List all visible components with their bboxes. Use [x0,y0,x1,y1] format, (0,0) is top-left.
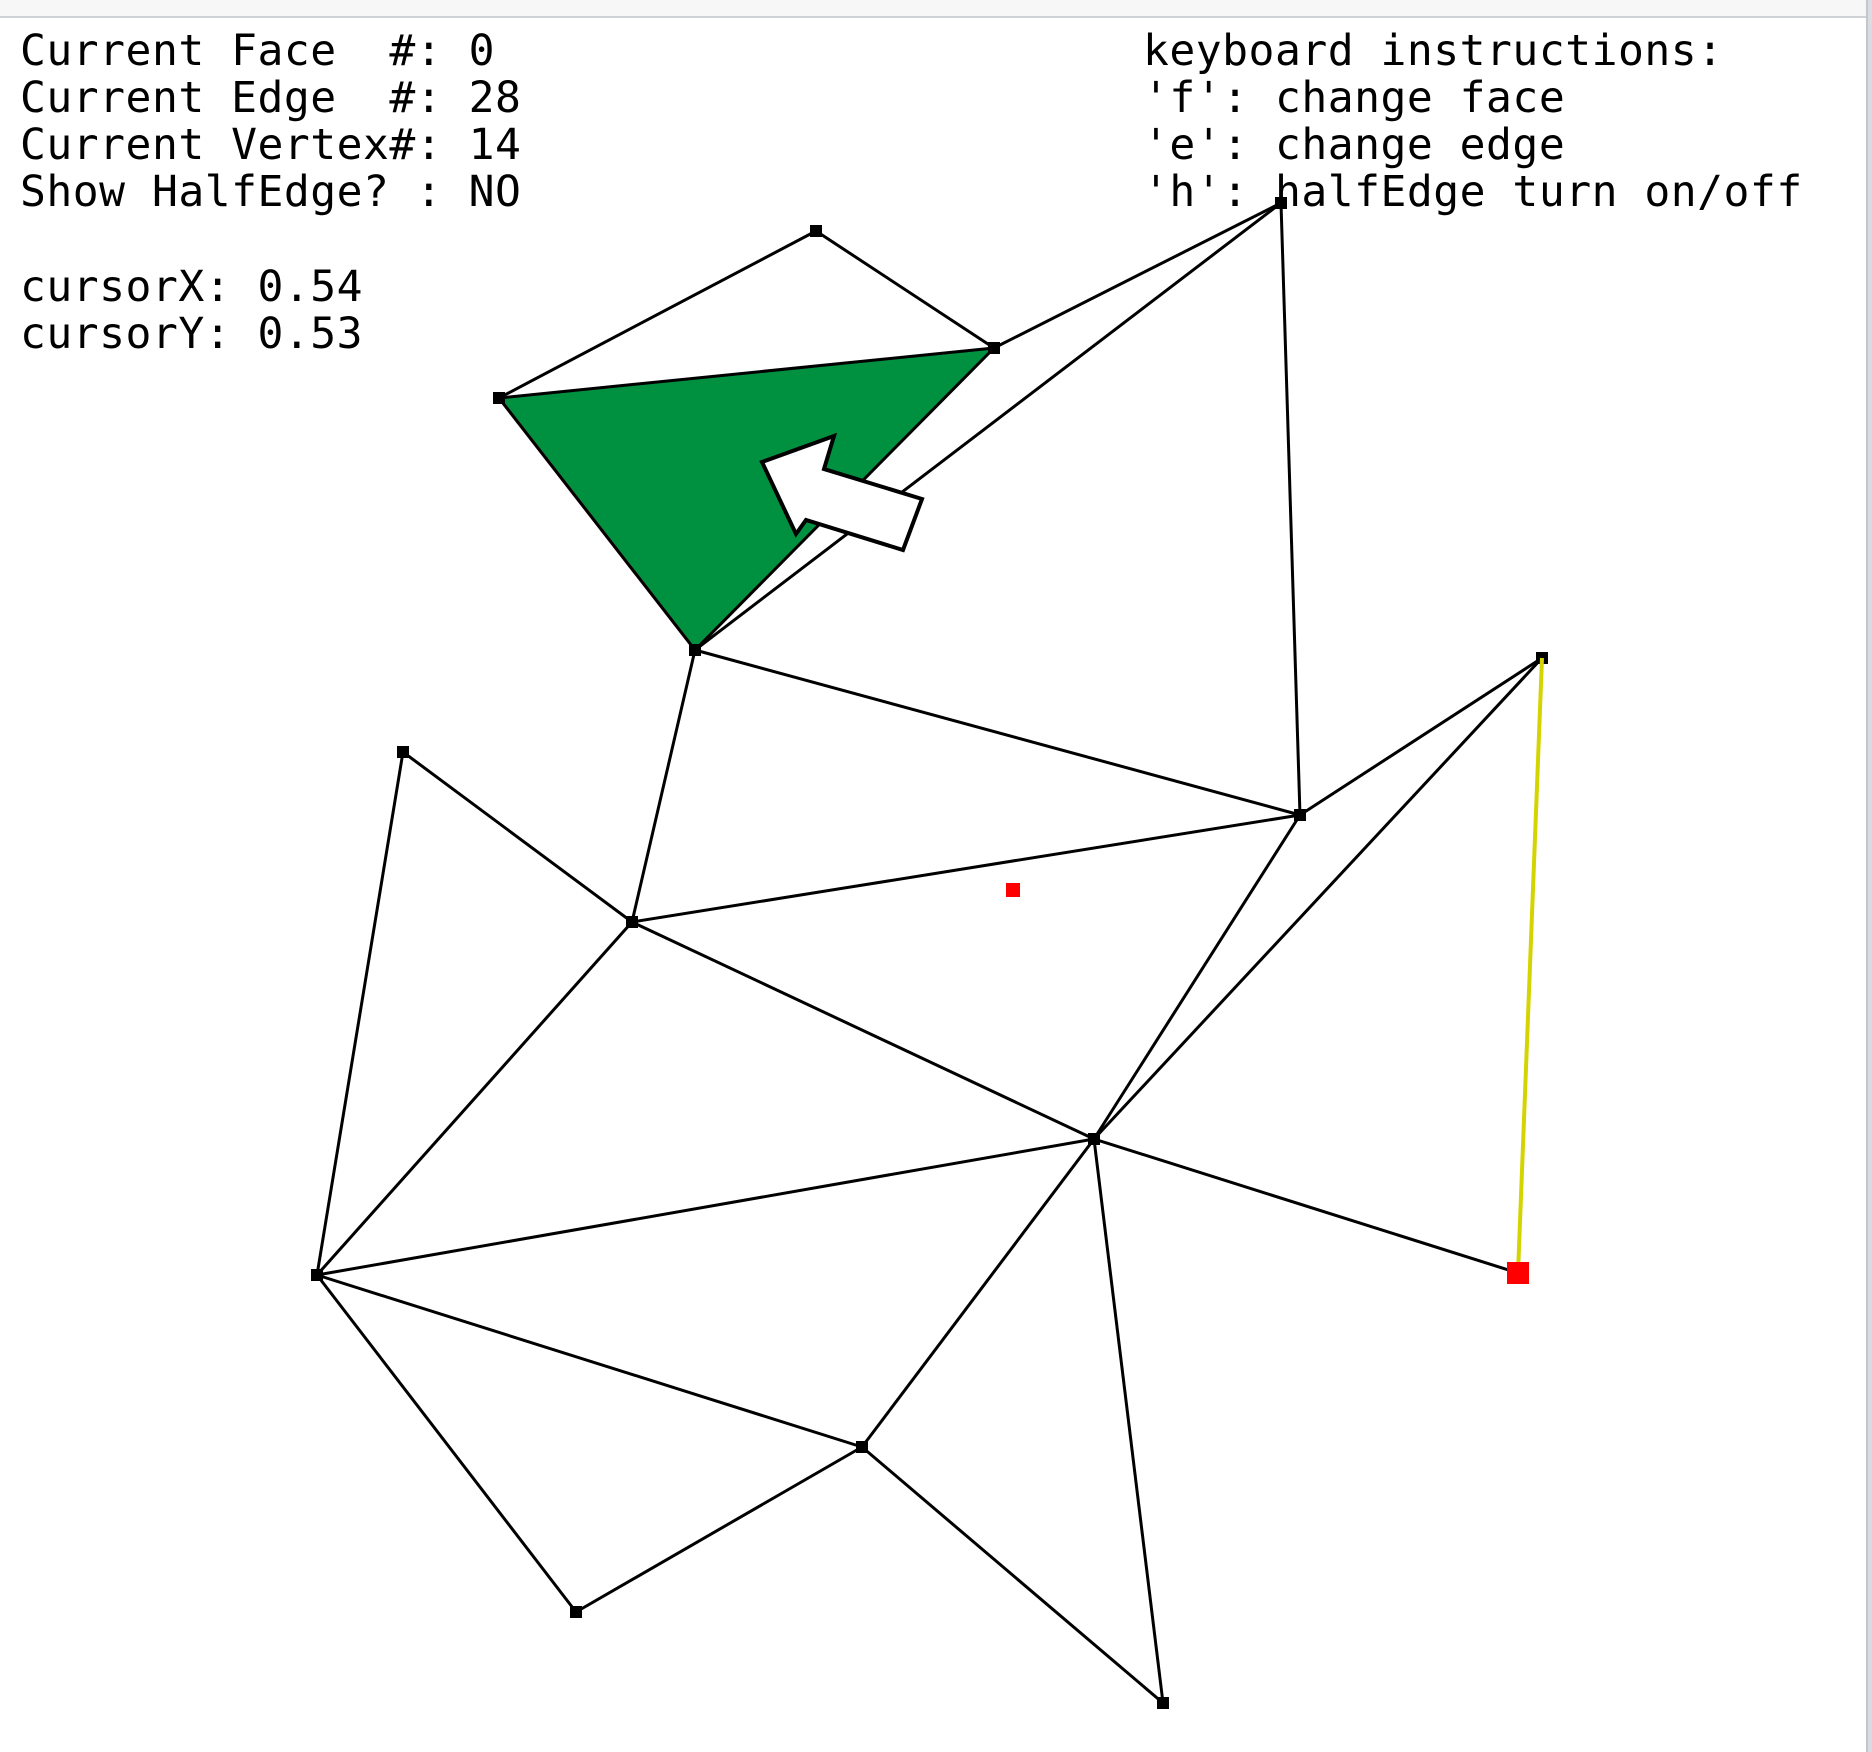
mesh-edge [402,750,633,924]
mesh-edge [315,1274,578,1613]
mesh-edge [575,1445,863,1614]
mesh-edge [316,1137,1095,1277]
mesh-edges [315,201,1544,1705]
mesh-vertex [311,1269,323,1281]
window-top-border [0,0,1872,18]
show-halfedge-label: Show HalfEdge? : [20,167,443,217]
mesh-edge [694,201,1282,652]
mesh-edge [1279,202,1302,816]
current-edge-label: Current Edge #: [20,73,443,123]
mesh-edge [1092,1138,1165,1704]
mesh-edge [315,751,405,1276]
mesh-edge [861,1445,1164,1705]
mesh-vertex [493,392,505,404]
selected-face [499,348,994,650]
mesh-vertex [570,1606,582,1618]
mesh-vertex [689,644,701,656]
selected-edge [1516,657,1544,1274]
cursor-x-value: 0.54 [257,262,364,312]
instruction-toggle-halfedge: 'h': halfEdge turn on/off [1143,167,1803,217]
instructions-title: keyboard instructions: [1143,26,1724,76]
mesh-edge [993,201,1282,350]
mesh-edge [1093,1137,1519,1275]
face-centroid-marker [1006,883,1020,897]
instruction-change-face: 'f': change face [1143,73,1566,123]
mesh-edge [498,346,995,400]
mesh-edge [860,1138,1096,1448]
mesh-vertex [1157,1697,1169,1709]
mesh-edge [315,921,634,1276]
mesh-edge [694,648,1301,817]
mesh-edge [630,649,697,923]
show-halfedge-value: NO [468,167,522,217]
mesh-edge [631,920,1095,1141]
arrow-cursor-icon [759,432,925,553]
instruction-change-edge: 'e': change edge [1143,120,1566,170]
mesh-edge [815,229,995,350]
current-edge-value: 28 [468,73,522,123]
mesh-edge [631,813,1301,924]
mesh-edge [1299,656,1543,817]
mesh-vertex [1088,1133,1100,1145]
mesh-edge [497,397,697,651]
mesh-vertex [988,342,1000,354]
current-face-value: 0 [468,26,495,76]
selected-vertex [1507,1262,1529,1284]
show-halfedge-readout: Show HalfEdge? : NO [20,171,521,214]
mesh-vertex [810,225,822,237]
mesh-vertex [397,746,409,758]
window-right-border [1866,0,1872,1752]
mesh-vertex [626,916,638,928]
mesh-vertex [856,1441,868,1453]
current-face-readout: Current Face #: 0 [20,30,495,73]
cursor-y-readout: cursorY: 0.53 [20,313,363,356]
current-edge-readout: Current Edge #: 28 [20,77,521,120]
mesh-vertices [311,197,1548,1709]
current-vertex-value: 14 [468,120,522,170]
current-vertex-readout: Current Vertex#: 14 [20,124,521,167]
mesh-edge [498,229,817,400]
mesh-edge [1092,656,1544,1141]
cursor-x-readout: cursorX: 0.54 [20,266,363,309]
mesh-vertex [1294,809,1306,821]
current-face-label: Current Face #: [20,26,443,76]
cursor-y-label: cursorY: [20,309,232,359]
mesh-vertex [1275,197,1287,209]
current-vertex-label: Current Vertex#: [20,120,443,170]
cursor-y-value: 0.53 [257,309,364,359]
cursor-x-label: cursorX: [20,262,232,312]
mesh-edge [1092,814,1302,1140]
mesh-edge [316,1273,863,1449]
